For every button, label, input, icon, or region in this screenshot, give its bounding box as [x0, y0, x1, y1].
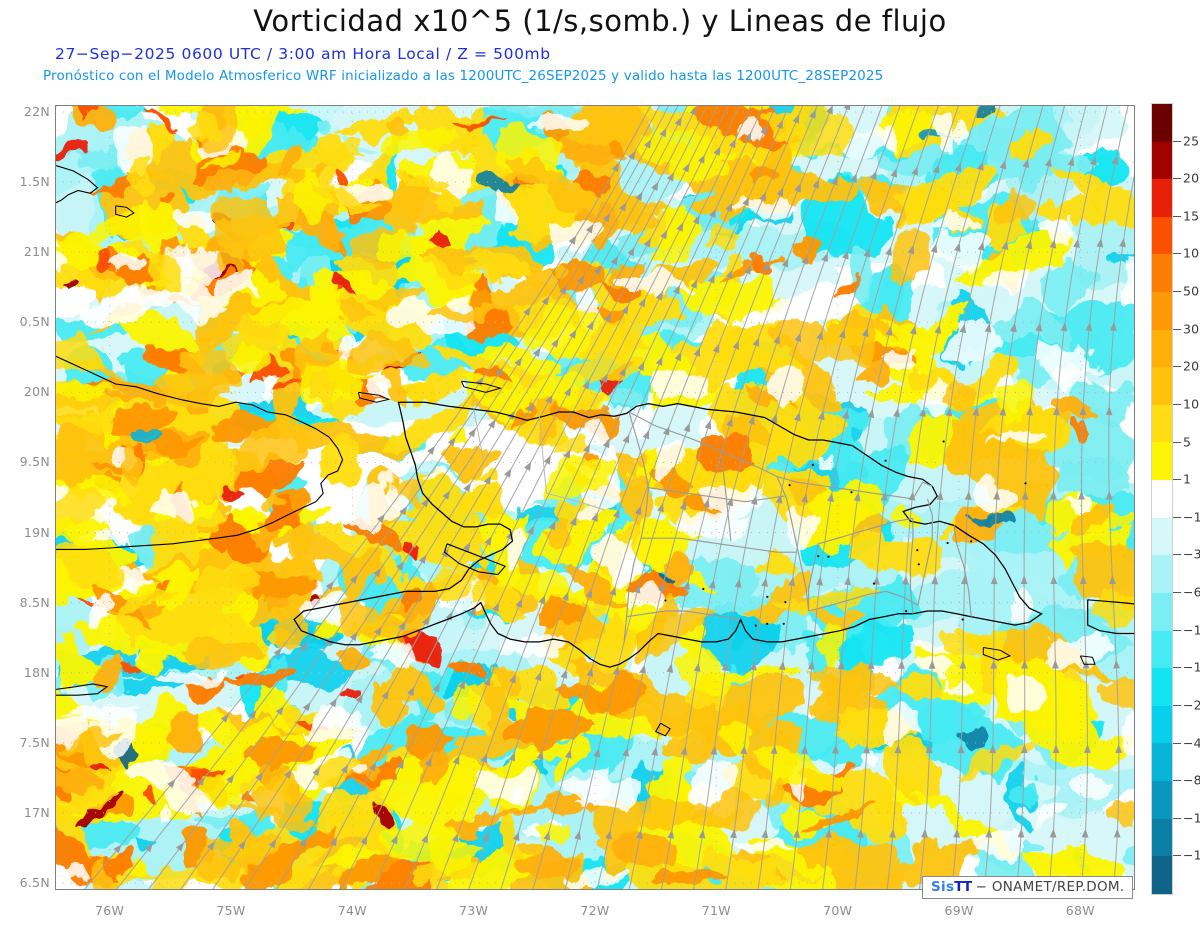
colorbar-tick-label: 10 — [1183, 396, 1200, 412]
colorbar-tick-label: −120 — [1183, 810, 1200, 826]
lat-tick-label: 0.5N — [19, 314, 50, 330]
colorbar-tick-label: −18 — [1183, 659, 1200, 675]
colorbar-tick-mark — [1173, 178, 1181, 180]
colorbar-tick-label: −160 — [1183, 847, 1200, 863]
lat-tick-label: 22N — [23, 104, 50, 119]
colorbar-ticks: 250 200 150 100 50 30 20 10 5 1 −1 −3 −6 −12 −18 −26 −42… — [1173, 103, 1200, 895]
colorbar-swatch — [1152, 329, 1172, 368]
colorbar-tick-label: 20 — [1183, 358, 1200, 374]
lon-tick-label: 71W — [701, 903, 731, 918]
colorbar-tick-label: −26 — [1183, 697, 1200, 713]
lon-tick-label: 74W — [337, 903, 367, 918]
colorbar-tick-mark — [1173, 667, 1181, 669]
latitude-axis: 22N 1.5N 21N 0.5N 20N 9.5N 19N 8.5N 18N 7.5N 17N 6.… — [0, 0, 50, 927]
colorbar-swatch — [1152, 592, 1172, 631]
colorbar-swatch — [1152, 555, 1172, 593]
colorbar-swatch — [1152, 292, 1172, 330]
colorbar-tick-label: −6 — [1183, 584, 1200, 600]
colorbar-tick-label: 150 — [1183, 208, 1200, 224]
colorbar-swatch — [1152, 818, 1172, 857]
lat-tick-label: 7.5N — [19, 734, 50, 750]
brand-suffix: TT — [954, 879, 972, 895]
lat-tick-label: 21N — [23, 244, 50, 260]
lat-tick-label: 6.5N — [19, 874, 50, 890]
colorbar-tick-mark — [1173, 629, 1181, 631]
colorbar-swatch — [1152, 668, 1172, 706]
lon-tick-label: 73W — [459, 903, 489, 918]
colorbar-tick-label: −42 — [1183, 735, 1200, 751]
colorbar-tick-label: 50 — [1183, 283, 1200, 299]
colorbar-tick-mark — [1173, 328, 1181, 330]
colorbar-swatch — [1152, 442, 1172, 481]
colorbar-tick-mark — [1173, 742, 1181, 744]
colorbar-tick-label: 250 — [1183, 133, 1200, 149]
org-label: − ONAMET/REP.DOM. — [975, 879, 1125, 895]
longitude-axis: 76W 75W 74W 73W 72W 71W 70W 69W 68W — [0, 903, 1200, 927]
colorbar-tick-mark — [1173, 479, 1181, 481]
colorbar-tick-mark — [1173, 704, 1181, 706]
colorbar-tick-mark — [1173, 215, 1181, 217]
lat-tick-label: 17N — [23, 804, 50, 820]
lat-tick-label: 8.5N — [19, 594, 50, 610]
colorbar-swatch — [1152, 743, 1172, 781]
colorbar-tick-mark — [1173, 403, 1181, 405]
model-info-subtitle: Pronóstico con el Modelo Atmosferico WRF… — [43, 68, 884, 84]
colorbar-tick-label: −3 — [1183, 546, 1200, 562]
colorbar-swatch — [1152, 254, 1172, 293]
lon-tick-label: 72W — [580, 903, 610, 918]
colorbar-tick-mark — [1173, 592, 1181, 594]
lon-tick-label: 75W — [216, 903, 246, 918]
page-title: Vorticidad x10^5 (1/s,somb.) y Lineas de… — [253, 4, 947, 38]
lat-tick-label: 20N — [23, 384, 50, 400]
colorbar-tick-mark — [1173, 817, 1181, 819]
colorbar-swatch — [1152, 705, 1172, 744]
colorbar-tick-mark — [1173, 855, 1181, 857]
colorbar-tick-label: −1 — [1183, 509, 1200, 525]
colorbar-swatch — [1152, 179, 1172, 217]
colorbar-tick-label: −12 — [1183, 622, 1200, 638]
colorbar-swatch — [1152, 780, 1172, 819]
colorbar-tick-mark — [1173, 253, 1181, 255]
colorbar-tick-label: 1 — [1183, 471, 1192, 487]
colorbar-tick-mark — [1173, 291, 1181, 293]
colorbar-tick-label: 30 — [1183, 321, 1200, 337]
lon-tick-label: 69W — [944, 903, 974, 918]
colorbar-tick-mark — [1173, 780, 1181, 782]
colorbar-swatch — [1152, 367, 1172, 405]
colorbar — [1151, 103, 1173, 895]
lat-tick-label: 9.5N — [19, 454, 50, 470]
colorbar-swatch — [1152, 104, 1172, 142]
colorbar-tick-label: −80 — [1183, 772, 1200, 788]
colorbar-swatch — [1152, 630, 1172, 669]
colorbar-swatch — [1152, 517, 1172, 556]
colorbar-tick-mark — [1173, 366, 1181, 368]
brand-prefix: Sis — [931, 879, 955, 895]
map-plot-area — [55, 105, 1135, 890]
lon-tick-label: 70W — [823, 903, 853, 918]
colorbar-tick-mark — [1173, 441, 1181, 443]
colorbar-tick-mark — [1173, 554, 1181, 556]
vorticity-field — [55, 105, 1135, 890]
attribution-badge: SisTT − ONAMET/REP.DOM. — [922, 876, 1134, 899]
colorbar-tick-mark — [1173, 140, 1181, 142]
colorbar-tick-label: 200 — [1183, 170, 1200, 186]
valid-time-subtitle: 27−Sep−2025 0600 UTC / 3:00 am Hora Loca… — [55, 45, 551, 63]
lat-tick-label: 1.5N — [19, 174, 50, 190]
colorbar-swatch — [1152, 856, 1172, 894]
colorbar-tick-label: 100 — [1183, 245, 1200, 261]
colorbar-tick-label: 5 — [1183, 434, 1192, 450]
colorbar-swatch — [1152, 141, 1172, 180]
colorbar-swatch — [1152, 216, 1172, 255]
lat-tick-label: 19N — [23, 524, 50, 540]
colorbar-swatch — [1152, 404, 1172, 443]
lat-tick-label: 18N — [23, 664, 50, 680]
lon-tick-label: 76W — [95, 903, 125, 918]
lon-tick-label: 68W — [1065, 903, 1095, 918]
colorbar-swatch — [1152, 480, 1172, 518]
colorbar-tick-mark — [1173, 516, 1181, 518]
